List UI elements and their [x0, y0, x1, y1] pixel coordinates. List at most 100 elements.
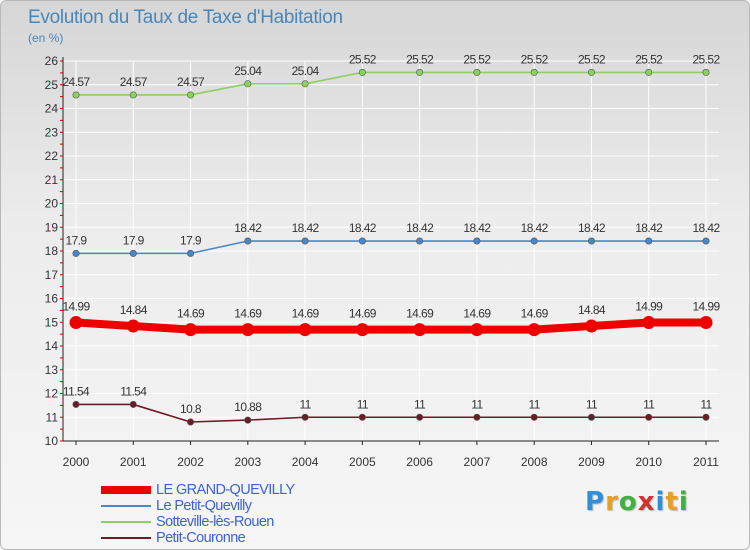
legend-swatch: [101, 537, 151, 539]
data-point: [416, 413, 424, 421]
data-label: 25.52: [635, 52, 663, 66]
data-label: 24.57: [62, 75, 90, 89]
data-point: [702, 68, 710, 76]
x-tick-label: 2004: [292, 455, 319, 469]
y-tick-label: 15: [45, 315, 59, 329]
data-point: [355, 323, 369, 337]
data-point: [244, 416, 252, 424]
data-label: 14.84: [578, 303, 606, 317]
data-label: 18.42: [521, 221, 549, 235]
y-tick-label: 23: [45, 125, 59, 139]
y-tick-label: 25: [45, 78, 59, 92]
data-point: [298, 323, 312, 337]
data-point: [530, 68, 538, 76]
data-label: 18.42: [234, 221, 262, 235]
legend-label: LE GRAND-QUEVILLY: [156, 482, 295, 498]
data-point: [244, 80, 252, 88]
logo-letter: i: [678, 487, 689, 517]
y-tick-label: 16: [45, 292, 59, 306]
data-point: [358, 237, 366, 245]
data-point: [358, 68, 366, 76]
legend-label: Le Petit-Quevilly: [156, 498, 252, 514]
data-point: [72, 91, 80, 99]
data-label: 10.8: [180, 402, 202, 416]
x-tick-label: 2001: [120, 455, 147, 469]
data-point: [413, 323, 427, 337]
series-line-0: [75, 318, 706, 334]
data-label: 14.69: [292, 307, 320, 321]
legend-swatch: [101, 521, 151, 523]
y-tick-label: 19: [45, 220, 59, 234]
data-label: 25.52: [349, 52, 377, 66]
data-label: 25.52: [692, 52, 720, 66]
data-label: 25.52: [521, 52, 549, 66]
proxiti-logo: Proxiti: [585, 487, 689, 517]
legend-label: Petit-Couronne: [156, 530, 246, 546]
logo-letter: P: [585, 487, 606, 517]
data-point: [473, 237, 481, 245]
data-point: [126, 319, 140, 333]
data-label: 18.42: [635, 221, 663, 235]
legend-swatch: [101, 486, 151, 494]
x-tick-label: 2009: [578, 455, 605, 469]
data-label: 25.52: [463, 52, 491, 66]
data-point: [187, 91, 195, 99]
data-point: [699, 315, 713, 329]
data-label: 25.52: [578, 52, 606, 66]
data-label: 14.69: [463, 307, 491, 321]
data-point: [301, 413, 309, 421]
data-label: 18.42: [692, 221, 720, 235]
data-label: 18.42: [463, 221, 491, 235]
data-point: [244, 237, 252, 245]
data-label: 11: [586, 397, 598, 411]
data-point: [129, 91, 137, 99]
data-point: [530, 413, 538, 421]
data-point: [702, 413, 710, 421]
data-point: [470, 323, 484, 337]
data-point: [72, 400, 80, 408]
data-label: 14.69: [406, 307, 434, 321]
data-point: [187, 249, 195, 257]
data-point: [587, 68, 595, 76]
data-point: [645, 237, 653, 245]
data-point: [129, 400, 137, 408]
series-line-3: [76, 403, 706, 423]
data-point: [530, 237, 538, 245]
data-point: [301, 237, 309, 245]
data-label: 11: [529, 397, 541, 411]
data-label: 17.9: [123, 233, 145, 247]
logo-letter: i: [655, 487, 666, 517]
data-point: [241, 323, 255, 337]
logo-letter: r: [605, 487, 619, 517]
x-tick-label: 2010: [635, 455, 662, 469]
y-tick-label: 14: [45, 339, 59, 353]
chart-title: Evolution du Taux de Taxe d'Habitation: [28, 7, 343, 28]
data-label: 11: [643, 397, 655, 411]
x-tick-label: 2000: [63, 455, 90, 469]
y-tick-label: 20: [45, 197, 59, 211]
data-label: 14.69: [177, 307, 205, 321]
y-tick-label: 22: [45, 149, 59, 163]
legend-swatch: [101, 505, 151, 507]
data-point: [184, 323, 198, 337]
y-tick-label: 21: [45, 173, 59, 187]
legend-label: Sotteville-lès-Rouen: [156, 514, 274, 530]
x-tick-label: 2002: [177, 455, 204, 469]
logo-letter: x: [637, 487, 656, 517]
y-tick-label: 26: [45, 54, 59, 68]
data-label: 11.54: [63, 384, 90, 398]
logo-letter: t: [665, 487, 679, 517]
data-point: [69, 315, 83, 329]
x-tick-label: 2007: [464, 455, 491, 469]
y-tick-label: 17: [45, 268, 59, 282]
data-label: 11: [700, 397, 712, 411]
data-point: [702, 237, 710, 245]
chart-subtitle: (en %): [28, 31, 64, 45]
data-label: 14.99: [635, 299, 663, 313]
data-label: 11: [357, 397, 369, 411]
data-label: 18.42: [292, 221, 320, 235]
y-tick-label: 12: [45, 387, 59, 401]
y-tick-label: 24: [45, 102, 59, 116]
data-point: [527, 323, 541, 337]
